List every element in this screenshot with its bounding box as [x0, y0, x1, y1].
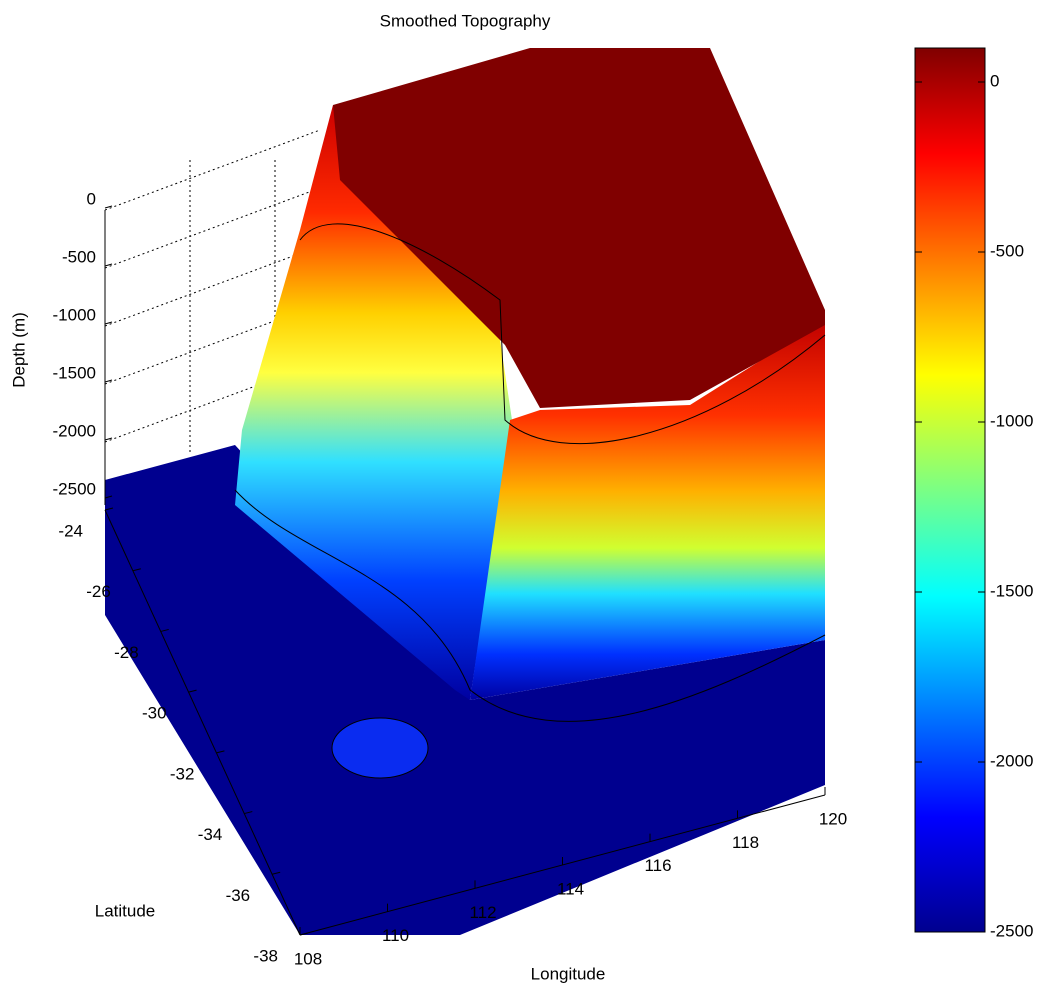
z-tick-label: -1000: [53, 305, 96, 324]
y-tick: [104, 507, 114, 511]
slope-right: [470, 320, 825, 700]
y-tick-label: -38: [253, 946, 278, 965]
colorbar: [914, 47, 986, 933]
y-tick-label: -24: [58, 521, 83, 540]
x-tick-label: 110: [382, 926, 409, 945]
z-tick-label: 0: [87, 189, 96, 208]
y-tick-label: -28: [114, 643, 139, 662]
z-tick-label: -2500: [53, 479, 96, 498]
colorbar-tick-label: -1000: [990, 411, 1033, 430]
shelf-top: [333, 48, 825, 408]
z-tick-label: -500: [62, 247, 96, 266]
y-tick: [132, 568, 141, 572]
z-tick: [104, 495, 113, 499]
x-axis-label: Longitude: [531, 964, 606, 983]
y-tick-label: -34: [198, 825, 223, 844]
colorbar-tick-label: -2000: [990, 751, 1033, 770]
grid-line: [104, 129, 321, 211]
chart-title: Smoothed Topography: [380, 11, 551, 30]
colorbar-tick-label: 0: [990, 71, 999, 90]
y-tick: [272, 871, 281, 875]
z-tick: [104, 205, 113, 209]
floor: [105, 445, 825, 935]
contour: [234, 489, 826, 722]
x-tick-label: 116: [644, 856, 671, 875]
z-tick-label: -1500: [53, 363, 96, 382]
z-axis-label: Depth (m): [9, 312, 28, 388]
colorbar-tick-label: -2500: [990, 921, 1033, 940]
z-tick: [104, 263, 113, 267]
seamount: [331, 717, 429, 779]
grid-line: [104, 187, 321, 269]
y-tick-label: -32: [170, 764, 195, 783]
x-tick-label: 108: [294, 949, 322, 968]
y-tick: [244, 811, 253, 815]
colorbar-tick-label: -500: [990, 241, 1024, 260]
y-tick: [299, 932, 309, 936]
x-tick-label: 112: [469, 903, 496, 922]
grid-line: [104, 245, 321, 327]
y-tick: [216, 750, 225, 754]
x-tick-label: 120: [819, 809, 847, 828]
contour: [299, 223, 826, 445]
colorbar-tick-label: -1500: [990, 581, 1033, 600]
axis-line: [104, 509, 301, 936]
y-tick-label: -26: [86, 582, 111, 601]
y-tick: [188, 689, 197, 693]
y-tick-label: -36: [226, 886, 251, 905]
y-axis-label: Latitude: [95, 901, 156, 920]
y-tick-label: -30: [142, 704, 167, 723]
x-tick-label: 114: [557, 879, 584, 898]
y-tick: [160, 628, 169, 632]
z-tick: [104, 379, 113, 383]
z-tick-label: -2000: [53, 421, 96, 440]
slope-left: [235, 105, 512, 700]
x-tick-label: 118: [732, 833, 759, 852]
z-tick: [104, 437, 113, 441]
z-tick: [104, 321, 113, 325]
